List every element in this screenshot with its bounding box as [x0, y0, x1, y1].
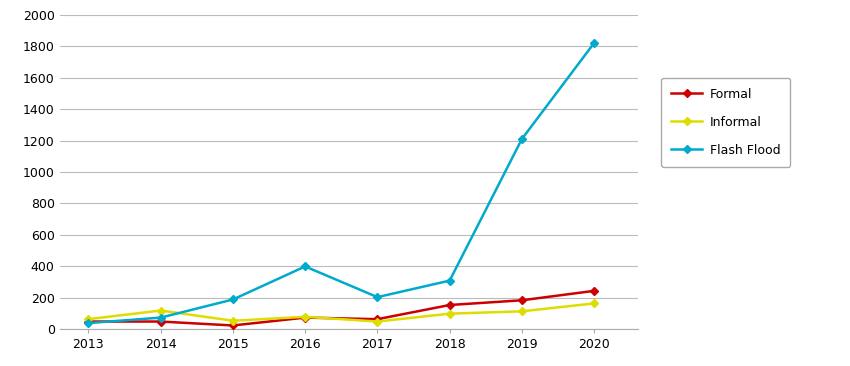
Flash Flood	[83, 321, 94, 325]
Line: Formal: Formal	[86, 288, 597, 328]
Flash Flood	[589, 41, 599, 45]
Formal	[589, 289, 599, 293]
Flash Flood	[445, 279, 455, 283]
Legend: Formal, Informal, Flash Flood: Formal, Informal, Flash Flood	[661, 78, 791, 167]
Informal	[156, 308, 166, 313]
Line: Informal: Informal	[86, 300, 597, 324]
Formal	[228, 323, 238, 328]
Formal	[83, 319, 94, 324]
Line: Flash Flood: Flash Flood	[86, 40, 597, 326]
Formal	[156, 319, 166, 324]
Informal	[517, 309, 527, 314]
Informal	[445, 311, 455, 316]
Informal	[589, 301, 599, 306]
Flash Flood	[228, 297, 238, 302]
Informal	[300, 315, 310, 319]
Flash Flood	[300, 264, 310, 269]
Informal	[83, 317, 94, 321]
Formal	[372, 317, 382, 321]
Informal	[228, 318, 238, 323]
Flash Flood	[372, 295, 382, 299]
Formal	[445, 303, 455, 307]
Formal	[517, 298, 527, 302]
Flash Flood	[156, 315, 166, 320]
Informal	[372, 319, 382, 324]
Flash Flood	[517, 137, 527, 141]
Formal	[300, 315, 310, 320]
